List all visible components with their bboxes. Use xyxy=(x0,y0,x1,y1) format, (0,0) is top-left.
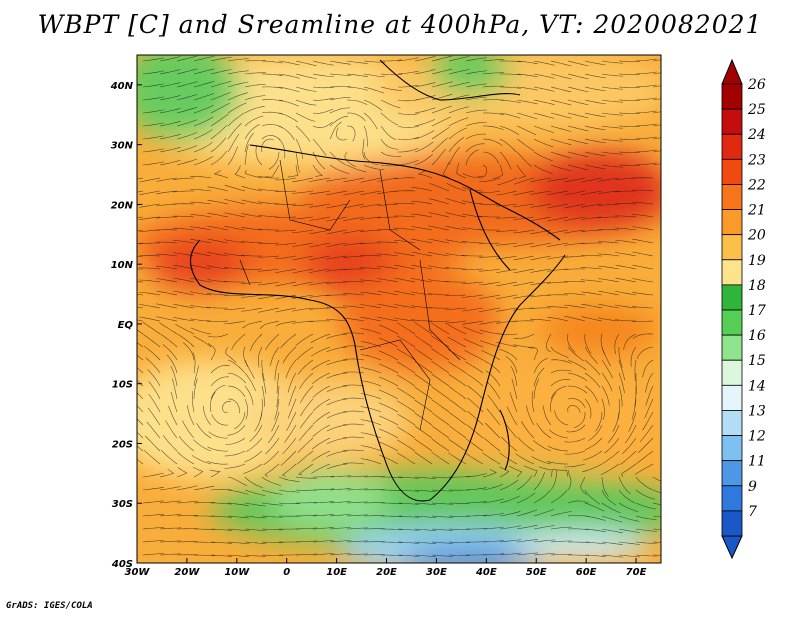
colorbar-label: 14 xyxy=(748,378,766,394)
y-tick-label: 20N xyxy=(111,200,134,211)
colorbar-label: 26 xyxy=(747,77,766,93)
colorbar-swatch xyxy=(721,485,743,512)
colorbar-swatch xyxy=(721,284,743,311)
x-tick-label: 70E xyxy=(626,567,647,578)
colorbar-swatch xyxy=(721,410,743,436)
colorbar: 26 25 24 23 22 21 20 19 18 17 16 15 14 13 12 11 9 7 xyxy=(721,58,766,560)
y-tick-label: 30S xyxy=(112,499,133,510)
y-tick-label: 30N xyxy=(111,141,134,152)
colorbar-label: 25 xyxy=(747,102,766,118)
x-tick-label: 40E xyxy=(475,567,497,578)
colorbar-label: 19 xyxy=(748,253,766,269)
colorbar-label: 24 xyxy=(747,127,766,143)
colorbar-swatch xyxy=(721,334,743,361)
colorbar-swatch xyxy=(721,510,743,537)
colorbar-swatch xyxy=(721,158,743,185)
streamlines xyxy=(137,55,661,558)
colorbar-label: 22 xyxy=(747,177,766,193)
colorbar-swatch xyxy=(721,435,743,462)
colorbar-swatch xyxy=(721,384,743,411)
colorbar-swatch xyxy=(721,108,743,135)
colorbar-label: 21 xyxy=(747,203,766,219)
colorbar-swatch xyxy=(721,460,743,487)
chart-title: WBPT [C] and Sreamline at 400hPa, VT: 20… xyxy=(37,10,763,39)
x-axis: 30W 20W 10W 0 10E 20E 30E 40E 50E 60E 70E xyxy=(125,558,647,578)
colorbar-swatch xyxy=(721,359,743,386)
coastlines xyxy=(190,59,566,502)
wbpt-field xyxy=(137,55,661,563)
x-tick-label: 60E xyxy=(576,567,597,578)
colorbar-swatch xyxy=(721,83,743,110)
x-tick-label: 30E xyxy=(426,567,447,578)
x-tick-label: 20E xyxy=(376,567,397,578)
y-tick-label: 20S xyxy=(112,439,133,450)
colorbar-label: 9 xyxy=(748,479,757,495)
colorbar-swatch xyxy=(721,259,743,286)
credit-label: GrADS: IGES/COLA xyxy=(6,601,93,611)
x-tick-label: 10W xyxy=(224,567,250,578)
x-tick-label: 50E xyxy=(526,567,547,578)
colorbar-label: 18 xyxy=(748,278,766,294)
colorbar-label: 13 xyxy=(748,403,766,419)
y-tick-label: 10N xyxy=(111,260,134,271)
y-tick-label: EQ xyxy=(118,320,134,331)
plot-frame xyxy=(136,54,662,564)
colorbar-label: 20 xyxy=(747,228,766,244)
colorbar-label: 16 xyxy=(748,328,766,344)
colorbar-label: 17 xyxy=(748,303,766,319)
y-tick-label: 40S xyxy=(111,559,133,570)
colorbar-label: 23 xyxy=(747,152,766,168)
colorbar-label: 7 xyxy=(748,504,757,520)
colorbar-swatch xyxy=(721,234,743,261)
x-tick-label: 0 xyxy=(283,567,290,578)
borders xyxy=(239,159,461,431)
y-tick-label: 40N xyxy=(110,81,134,92)
colorbar-swatch xyxy=(721,309,743,336)
colorbar-swatch xyxy=(721,184,743,210)
y-tick-label: 10S xyxy=(112,380,133,391)
colorbar-label: 15 xyxy=(748,353,766,369)
x-tick-label: 10E xyxy=(326,567,347,578)
y-axis: 40N 30N 20N 10N EQ 10S 20S 30S 40S xyxy=(110,81,142,570)
colorbar-label: 12 xyxy=(748,429,766,445)
colorbar-swatch xyxy=(721,209,743,236)
x-tick-label: 30W xyxy=(125,567,151,578)
colorbar-label: 11 xyxy=(748,454,766,470)
x-tick-label: 20W xyxy=(174,567,200,578)
colorbar-swatch xyxy=(721,133,743,160)
